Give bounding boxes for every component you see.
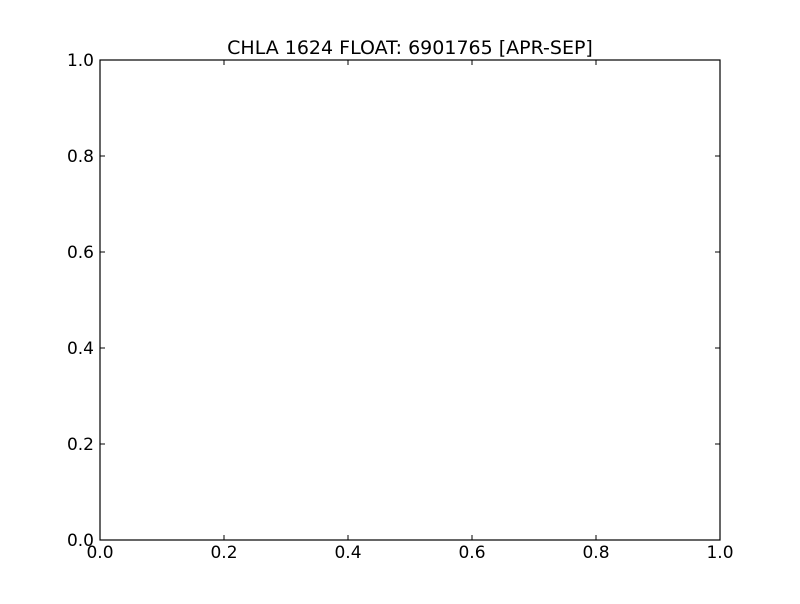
x-axis: 0.0 0.2 0.4 0.6 0.8 1.0 <box>86 60 734 563</box>
x-tick-label: 1.0 <box>706 543 733 563</box>
x-tick-label: 0.2 <box>210 543 237 563</box>
chart-title: CHLA 1624 FLOAT: 6901765 [APR-SEP] <box>227 37 593 59</box>
x-tick-label: 0.8 <box>582 543 609 563</box>
y-tick-label: 0.2 <box>67 435 94 455</box>
x-tick-label: 0.0 <box>86 543 113 563</box>
x-tick-label: 0.6 <box>458 543 485 563</box>
plot-area <box>99 59 721 541</box>
x-tick-label: 0.4 <box>334 543 361 563</box>
y-tick-label: 0.0 <box>67 531 94 551</box>
y-tick-label: 0.8 <box>67 147 94 167</box>
y-tick-label: 0.4 <box>67 339 94 359</box>
y-tick-label: 1.0 <box>67 51 94 71</box>
y-tick-label: 0.6 <box>67 243 94 263</box>
y-axis: 0.0 0.2 0.4 0.6 0.8 1.0 <box>67 51 720 551</box>
